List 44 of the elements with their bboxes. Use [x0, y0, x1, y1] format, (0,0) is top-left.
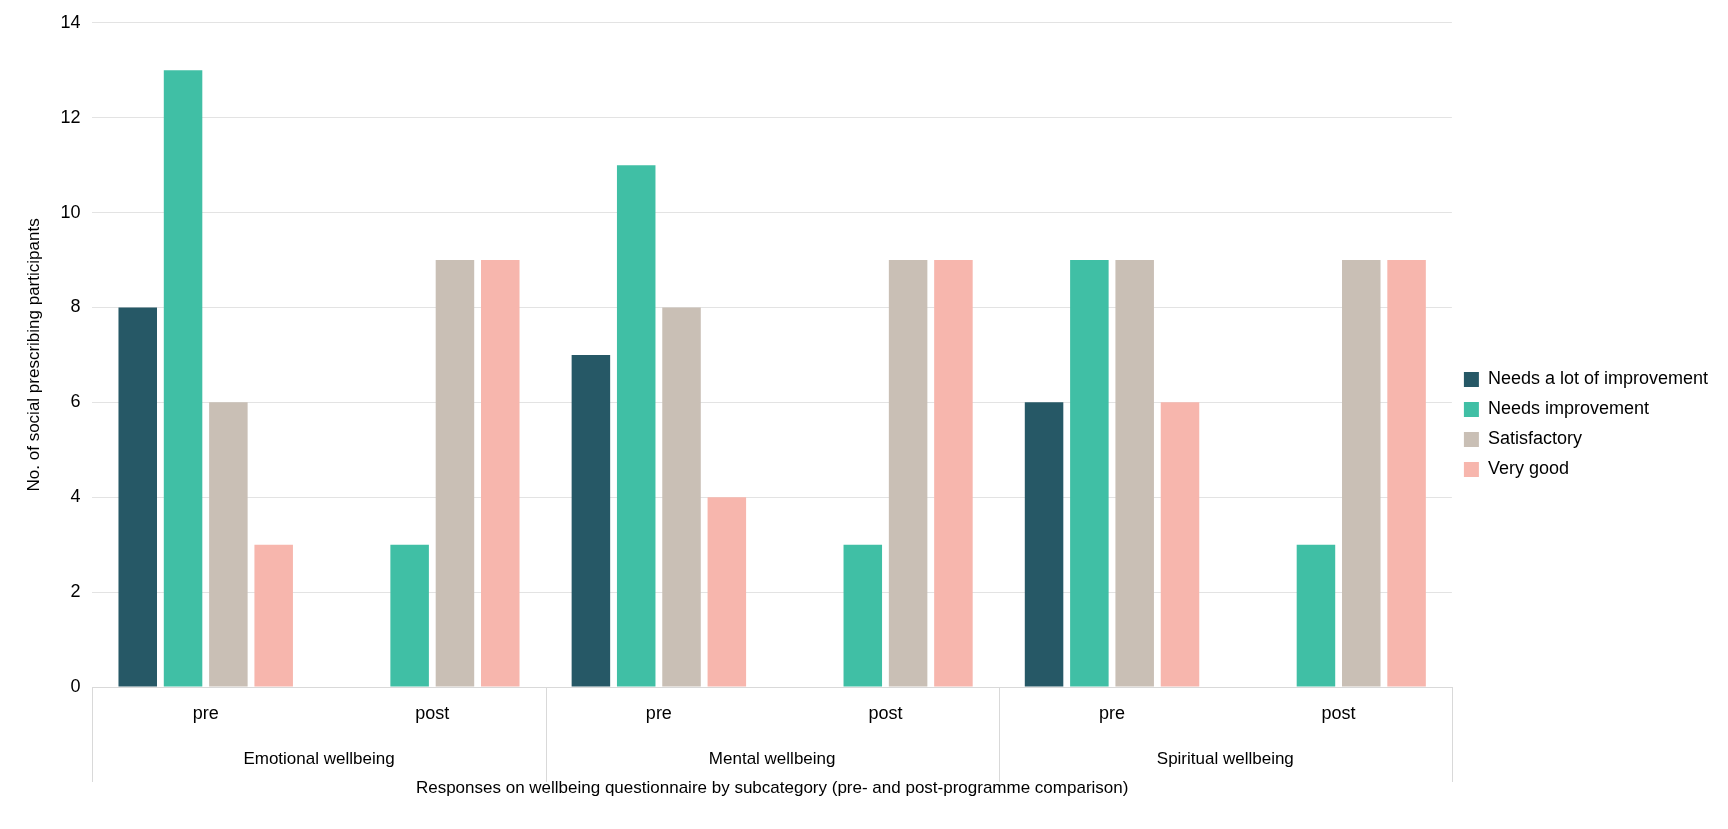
- legend-label: Needs improvement: [1487, 398, 1649, 419]
- y-tick-label: 8: [70, 296, 81, 317]
- bar: [435, 260, 475, 687]
- x-axis-title: Responses on wellbeing questionnaire by subcategory (pre- and post-programme comparison): [415, 778, 1129, 798]
- x-tick-label: pre: [192, 702, 219, 723]
- bar: [481, 260, 520, 687]
- bar: [707, 497, 747, 687]
- bar: [1296, 544, 1336, 687]
- y-tick-label: 2: [70, 581, 81, 602]
- bar: [1070, 260, 1109, 687]
- bar: [1387, 260, 1426, 687]
- bar: [662, 307, 701, 687]
- y-tick-label: 0: [70, 675, 81, 696]
- bar: [616, 165, 656, 687]
- bar: [843, 544, 883, 687]
- x-tick-label: pre: [1099, 702, 1126, 723]
- x-tick-label: post: [1321, 702, 1356, 723]
- bar: [1024, 402, 1064, 687]
- text: Mental wellbeing: [708, 748, 836, 768]
- bar: [1115, 260, 1154, 687]
- legend-label: Very good: [1487, 458, 1569, 479]
- text: Spiritual wellbeing: [1156, 748, 1294, 768]
- y-tick-label: 10: [60, 201, 81, 222]
- bar: [1160, 402, 1200, 687]
- bar: [1342, 260, 1381, 687]
- bar: [934, 260, 973, 687]
- bar: [888, 260, 928, 687]
- bar: [163, 70, 203, 687]
- text: Emotional wellbeing: [243, 748, 395, 768]
- x-tick-label: pre: [645, 702, 672, 723]
- legend-label: Needs a lot of improvement: [1487, 368, 1708, 389]
- bar: [118, 307, 157, 687]
- bar: [571, 354, 611, 687]
- bar: [390, 544, 429, 687]
- y-axis-title: No. of social prescribing participants: [23, 218, 43, 492]
- y-tick-label: 14: [60, 11, 81, 32]
- bar: [209, 402, 248, 687]
- x-tick-label: post: [415, 702, 450, 723]
- y-tick-label: 12: [60, 106, 81, 127]
- bar: [254, 544, 293, 687]
- legend-label: Satisfactory: [1487, 428, 1582, 449]
- y-tick-label: 6: [70, 391, 81, 412]
- x-tick-label: post: [868, 702, 903, 723]
- y-tick-label: 4: [70, 486, 81, 507]
